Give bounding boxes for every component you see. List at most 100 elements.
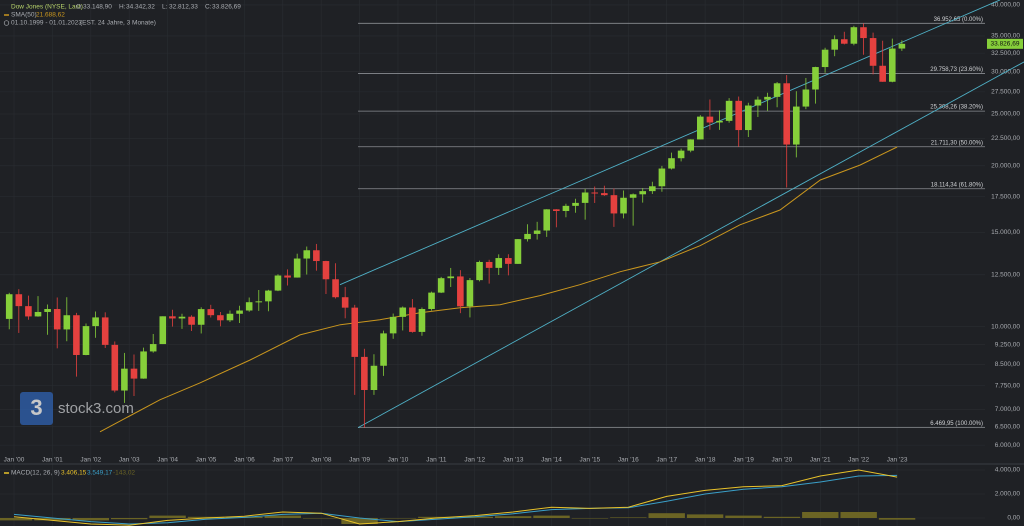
- candle-body: [783, 83, 790, 145]
- candle-body: [840, 39, 848, 44]
- candle-body: [121, 368, 128, 391]
- y-tick-label: 15.000,00: [991, 229, 1020, 236]
- macd-hist-bar: [763, 516, 801, 518]
- candle-body: [101, 317, 109, 345]
- candle-body: [821, 49, 829, 68]
- candle-body: [668, 158, 675, 169]
- y-tick-label: 20.000,00: [991, 162, 1020, 169]
- macd-value: 3.406,15: [61, 470, 87, 477]
- candle-body: [341, 297, 349, 308]
- candle-body: [332, 279, 339, 298]
- candle-body: [629, 194, 637, 198]
- watermark: 3 stock3.com: [20, 392, 134, 425]
- x-tick-label: Jan '03: [119, 457, 140, 464]
- candle-body: [236, 310, 243, 314]
- macd-hist-bar: [110, 517, 148, 520]
- candle-body: [149, 344, 157, 352]
- candle-body: [313, 250, 320, 262]
- candle-body: [5, 294, 13, 319]
- x-tick-label: Jan '14: [541, 457, 562, 464]
- candle-body: [591, 192, 599, 194]
- candle-body: [898, 43, 906, 49]
- candle-body: [409, 307, 416, 332]
- candle-body: [879, 65, 886, 82]
- candle-body: [754, 99, 762, 106]
- macd-hist-bar: [533, 515, 570, 518]
- macd-tick-label: 0,00: [1007, 515, 1020, 522]
- y-tick-label: 27.500,00: [991, 89, 1020, 96]
- macd-tick-label: 4.000,00: [995, 467, 1021, 474]
- ohlc-value: 33.826,69: [212, 4, 241, 11]
- y-tick-label: 22.500,00: [991, 135, 1020, 142]
- candle-body: [44, 309, 51, 312]
- date-note: (EST. 24 Jahre, 3 Monate): [80, 20, 156, 27]
- candle-body: [130, 368, 138, 379]
- macd-hist-bar: [878, 517, 916, 520]
- candle-body: [63, 315, 71, 330]
- candle-body: [169, 316, 176, 319]
- sma-legend-name: SMA(50): [11, 12, 37, 19]
- macd-hist-bar: [840, 511, 877, 518]
- fib-label: 29.758,73 (23.60%): [930, 67, 983, 73]
- candle-body: [370, 365, 378, 391]
- x-tick-label: Jan '06: [234, 457, 255, 464]
- candle-body: [293, 258, 301, 278]
- candle-body: [92, 317, 99, 327]
- channel-line: [339, 0, 1001, 286]
- candle-body: [495, 258, 503, 268]
- macd-value: -143,02: [113, 470, 135, 477]
- candle-body: [207, 309, 215, 316]
- x-tick-label: Jan '07: [272, 457, 293, 464]
- candle-body: [437, 278, 445, 293]
- ohlc-value: 33.148,90: [83, 4, 112, 11]
- y-tick-label: 8.500,00: [995, 361, 1021, 368]
- candle-body: [226, 313, 234, 321]
- candle-body: [428, 292, 435, 309]
- candle-body: [274, 275, 282, 291]
- candle-body: [773, 83, 781, 97]
- candle-body: [514, 239, 522, 264]
- x-tick-label: Jan '10: [388, 457, 409, 464]
- macd-hist-bar: [0, 517, 33, 521]
- fib-label: 21.711,30 (50.00%): [931, 140, 983, 146]
- macd-hist-bar: [456, 516, 493, 518]
- sma-line: [99, 146, 898, 433]
- candle-body: [869, 38, 877, 66]
- macd-hist-bar: [494, 516, 532, 518]
- candle-body: [140, 351, 147, 379]
- x-tick-label: Jan '21: [810, 457, 831, 464]
- candle-body: [572, 202, 579, 206]
- fib-label: 18.114,34 (61.80%): [931, 182, 983, 188]
- macd-hist-bar: [341, 517, 378, 524]
- y-tick-label: 7.000,00: [995, 406, 1021, 413]
- candle-body: [25, 306, 32, 317]
- y-tick-label: 6.000,00: [995, 442, 1021, 449]
- candle-body: [610, 195, 618, 214]
- ohlc-key: O:: [76, 4, 83, 11]
- fib-label: 25.308,26 (38.20%): [930, 105, 983, 111]
- candle-body: [53, 309, 61, 330]
- candle-body: [15, 294, 23, 307]
- legend-title: Dow Jones (NYSE, Last): [11, 4, 83, 11]
- candle-body: [764, 96, 771, 100]
- logo-text: 3: [30, 395, 42, 420]
- y-tick-label: 35.000,00: [991, 33, 1020, 40]
- macd-line: [13, 469, 898, 526]
- candle-body: [601, 193, 608, 196]
- candle-body: [303, 250, 311, 259]
- candle-body: [418, 308, 426, 332]
- candle-body: [888, 48, 896, 82]
- candle-body: [466, 280, 474, 307]
- candle-body: [706, 116, 714, 123]
- macd-hist-bar: [418, 516, 455, 518]
- candle-body: [380, 333, 387, 366]
- candle-body: [658, 168, 666, 187]
- candle-body: [860, 27, 867, 39]
- ohlc-value: 34.342,32: [126, 4, 155, 11]
- fib-label: 36.952,65 (0.00%): [934, 17, 983, 23]
- candle-body: [457, 276, 464, 307]
- x-tick-label: Jan '09: [349, 457, 370, 464]
- x-tick-label: Jan '01: [42, 457, 63, 464]
- candle-body: [351, 307, 359, 357]
